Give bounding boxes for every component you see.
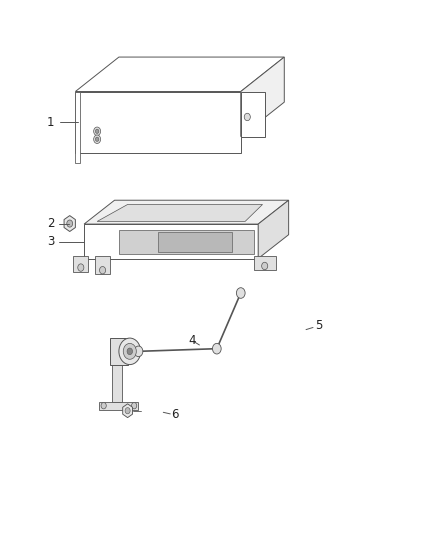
Circle shape	[101, 402, 106, 409]
Circle shape	[119, 338, 141, 365]
Circle shape	[123, 343, 136, 359]
Polygon shape	[64, 216, 75, 231]
Polygon shape	[95, 256, 110, 274]
Text: 1: 1	[47, 116, 55, 129]
Polygon shape	[241, 57, 284, 136]
Polygon shape	[99, 402, 138, 410]
Circle shape	[95, 137, 99, 141]
Text: 5: 5	[315, 319, 322, 333]
Polygon shape	[73, 256, 88, 272]
Text: 4: 4	[188, 334, 196, 347]
Polygon shape	[119, 230, 254, 254]
Circle shape	[131, 402, 137, 409]
Circle shape	[261, 262, 268, 270]
Text: 3: 3	[47, 235, 54, 248]
Circle shape	[67, 220, 73, 227]
Circle shape	[94, 135, 101, 143]
Circle shape	[244, 114, 251, 120]
Circle shape	[78, 264, 84, 271]
Polygon shape	[84, 200, 289, 224]
Polygon shape	[158, 231, 232, 252]
Circle shape	[99, 266, 106, 274]
Circle shape	[134, 346, 143, 357]
Circle shape	[94, 127, 101, 135]
Polygon shape	[110, 338, 127, 365]
Polygon shape	[254, 256, 276, 270]
Circle shape	[212, 343, 221, 354]
Polygon shape	[75, 57, 284, 92]
Polygon shape	[241, 92, 265, 136]
Circle shape	[127, 348, 133, 354]
Circle shape	[95, 129, 99, 133]
Circle shape	[125, 408, 130, 414]
Polygon shape	[112, 362, 122, 402]
Polygon shape	[123, 404, 133, 418]
Polygon shape	[84, 224, 258, 259]
Polygon shape	[75, 92, 241, 152]
Text: 6: 6	[171, 408, 179, 422]
Polygon shape	[75, 92, 80, 163]
Polygon shape	[97, 205, 262, 221]
Text: 2: 2	[47, 217, 55, 230]
Polygon shape	[258, 200, 289, 259]
Circle shape	[237, 288, 245, 298]
